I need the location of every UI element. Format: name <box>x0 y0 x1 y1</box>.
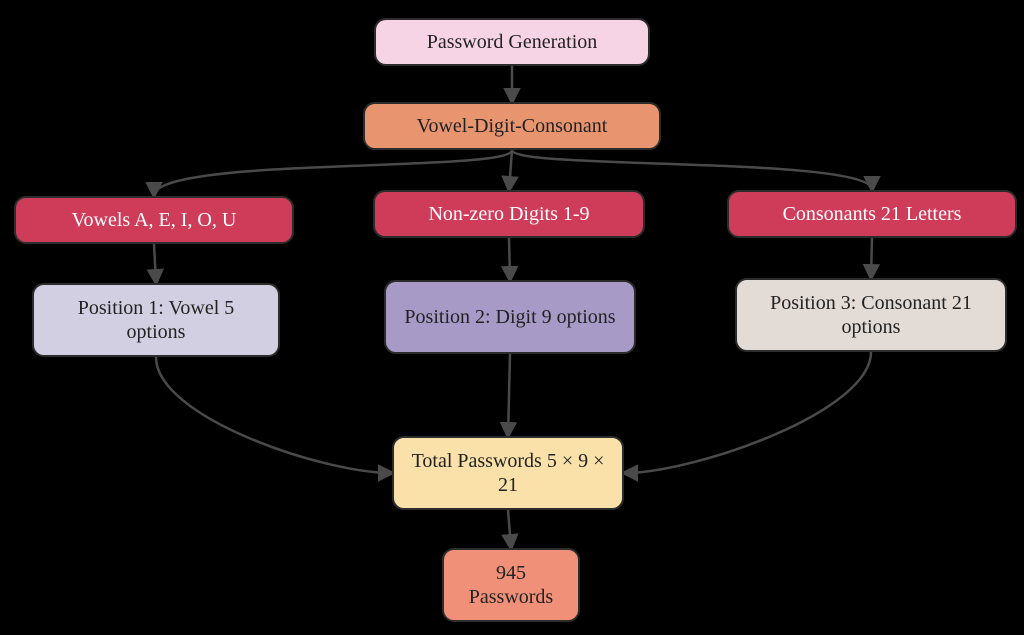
node-pos1: Position 1: Vowel 5 options <box>32 283 280 357</box>
edge-pattern-to-cons <box>512 150 872 190</box>
node-pos3: Position 3: Consonant 21 options <box>735 278 1007 352</box>
edge-pos2-to-total <box>508 354 510 436</box>
edge-vowels-to-pos1 <box>154 244 156 283</box>
edge-cons-to-pos3 <box>871 238 872 278</box>
edge-digits-to-pos2 <box>509 238 510 280</box>
edge-pos3-to-total <box>624 352 871 473</box>
node-pos2: Position 2: Digit 9 options <box>384 280 636 354</box>
node-vowels: Vowels A, E, I, O, U <box>14 196 294 244</box>
diagram-stage: Password Generation Vowel-Digit-Consonant… <box>0 0 1024 635</box>
node-result: 945 Passwords <box>442 548 580 622</box>
node-root: Password Generation <box>374 18 650 66</box>
node-cons: Consonants 21 Letters <box>727 190 1017 238</box>
edge-pos1-to-total <box>156 357 392 473</box>
edge-pattern-to-digits <box>509 150 512 190</box>
node-pattern: Vowel-Digit-Consonant <box>363 102 661 150</box>
edge-total-to-result <box>508 510 511 548</box>
node-digits: Non-zero Digits 1-9 <box>373 190 645 238</box>
node-total: Total Passwords 5 × 9 × 21 <box>392 436 624 510</box>
